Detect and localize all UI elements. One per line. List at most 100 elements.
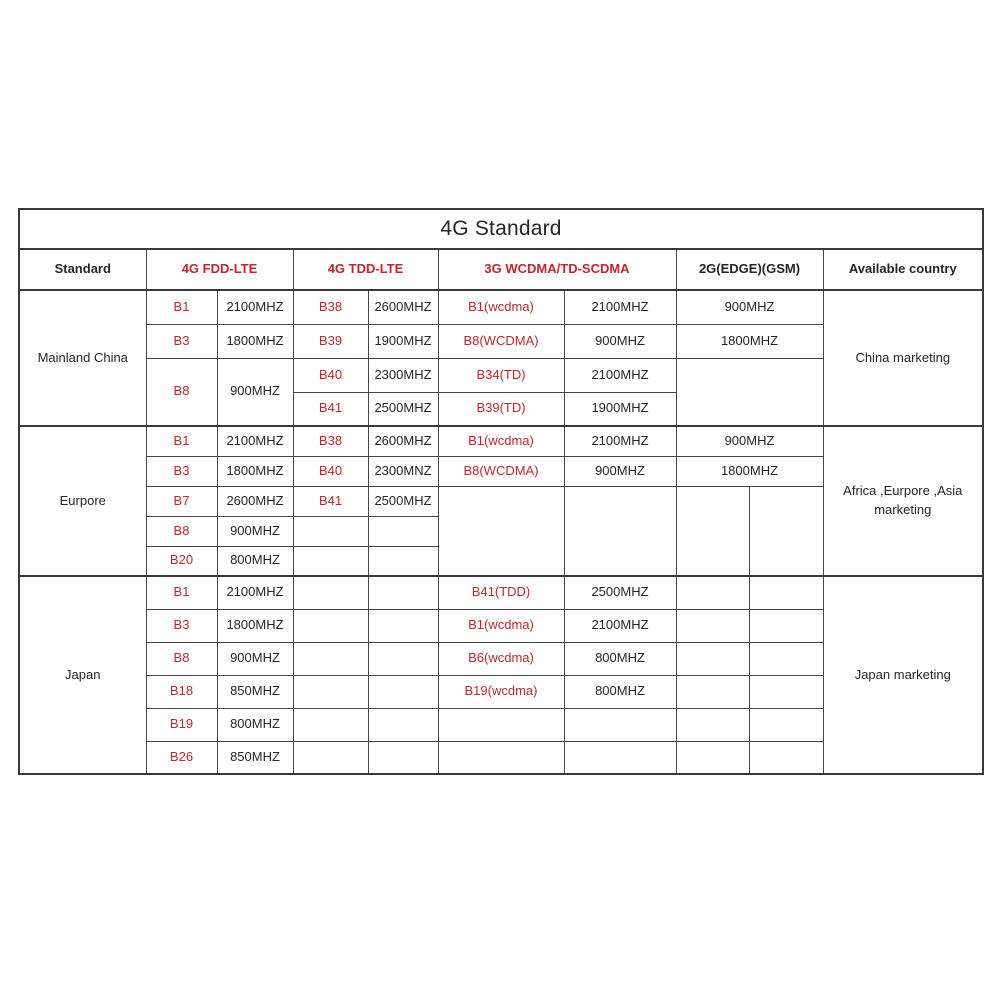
empty-cell	[748, 740, 824, 775]
2g-freq-cell: 1800MHZ	[675, 455, 824, 487]
fdd-band-cell: B3	[145, 323, 218, 359]
marketing-cell: Africa ,Eurpore ,Asia marketing	[822, 425, 984, 577]
tdd-band-cell: B40	[292, 455, 369, 487]
tdd-band-cell: B41	[292, 485, 369, 517]
fdd-band-cell: B3	[145, 608, 218, 643]
col-header-2g: 2G(EDGE)(GSM)	[675, 248, 824, 291]
wcdma-band-cell: B39(TD)	[437, 391, 565, 427]
wcdma-freq-cell: 2100MHZ	[563, 289, 677, 325]
empty-cell	[437, 707, 565, 742]
wcdma-band-cell: B8(WCDMA)	[437, 323, 565, 359]
empty-cell	[748, 641, 824, 676]
fdd-freq-cell: 2100MHZ	[216, 575, 294, 610]
empty-cell	[437, 740, 565, 775]
empty-cell	[748, 707, 824, 742]
fdd-band-cell: B1	[145, 425, 218, 457]
tdd-freq-cell: 2500MHZ	[367, 485, 439, 517]
fdd-band-cell: B19	[145, 707, 218, 742]
fdd-freq-cell: 850MHZ	[216, 740, 294, 775]
wcdma-freq-cell: 800MHZ	[563, 674, 677, 709]
empty-cell	[675, 674, 750, 709]
wcdma-band-cell: B6(wcdma)	[437, 641, 565, 676]
fdd-band-cell: B1	[145, 575, 218, 610]
2g-freq-cell: 1800MHZ	[675, 323, 824, 359]
table-title: 4G Standard	[18, 208, 984, 250]
wcdma-band-cell: B41(TDD)	[437, 575, 565, 610]
fdd-band-cell: B8	[145, 641, 218, 676]
wcdma-band-cell: B1(wcdma)	[437, 608, 565, 643]
wcdma-freq-cell: 2100MHZ	[563, 357, 677, 393]
band-spec-table: 4G Standard Standard 4G FDD-LTE 4G TDD-L…	[18, 208, 985, 775]
empty-cell	[367, 608, 439, 643]
fdd-freq-cell: 1800MHZ	[216, 608, 294, 643]
fdd-band-cell: B8	[145, 357, 218, 427]
region-cell: Eurpore	[18, 425, 147, 577]
fdd-band-cell: B1	[145, 289, 218, 325]
fdd-band-cell: B3	[145, 455, 218, 487]
wcdma-freq-cell: 900MHZ	[563, 323, 677, 359]
fdd-band-cell: B7	[145, 485, 218, 517]
tdd-freq-cell: 2600MHZ	[367, 425, 439, 457]
wcdma-freq-cell: 800MHZ	[563, 641, 677, 676]
empty-cell	[367, 641, 439, 676]
tdd-freq-cell: 1900MHZ	[367, 323, 439, 359]
empty-cell	[292, 740, 369, 775]
empty-cell	[675, 485, 750, 577]
empty-cell	[675, 641, 750, 676]
wcdma-band-cell: B19(wcdma)	[437, 674, 565, 709]
tdd-band-cell: B41	[292, 391, 369, 427]
tdd-band-cell: B40	[292, 357, 369, 393]
empty-cell	[563, 740, 677, 775]
empty-cell	[748, 674, 824, 709]
empty-cell	[675, 357, 824, 427]
empty-cell	[748, 608, 824, 643]
empty-cell	[367, 740, 439, 775]
fdd-freq-cell: 800MHZ	[216, 545, 294, 577]
tdd-freq-cell: 2600MHZ	[367, 289, 439, 325]
fdd-freq-cell: 2100MHZ	[216, 425, 294, 457]
region-cell: Japan	[18, 575, 147, 775]
empty-cell	[367, 707, 439, 742]
empty-cell	[367, 674, 439, 709]
empty-cell	[748, 575, 824, 610]
fdd-freq-cell: 900MHZ	[216, 641, 294, 676]
empty-cell	[367, 575, 439, 610]
wcdma-freq-cell: 2100MHZ	[563, 425, 677, 457]
marketing-cell: China marketing	[822, 289, 984, 427]
fdd-freq-cell: 1800MHZ	[216, 455, 294, 487]
empty-cell	[563, 485, 677, 577]
tdd-freq-cell: 2300MNZ	[367, 455, 439, 487]
wcdma-band-cell: B8(WCDMA)	[437, 455, 565, 487]
fdd-band-cell: B26	[145, 740, 218, 775]
empty-cell	[292, 545, 369, 577]
empty-cell	[292, 515, 369, 547]
empty-cell	[292, 575, 369, 610]
2g-freq-cell: 900MHZ	[675, 289, 824, 325]
fdd-band-cell: B8	[145, 515, 218, 547]
fdd-band-cell: B18	[145, 674, 218, 709]
empty-cell	[675, 740, 750, 775]
empty-cell	[292, 707, 369, 742]
empty-cell	[675, 707, 750, 742]
empty-cell	[292, 674, 369, 709]
tdd-band-cell: B38	[292, 289, 369, 325]
fdd-freq-cell: 2600MHZ	[216, 485, 294, 517]
empty-cell	[675, 608, 750, 643]
col-header-country: Available country	[822, 248, 984, 291]
tdd-band-cell: B38	[292, 425, 369, 457]
fdd-freq-cell: 1800MHZ	[216, 323, 294, 359]
empty-cell	[675, 575, 750, 610]
col-header-standard: Standard	[18, 248, 147, 291]
wcdma-freq-cell: 2100MHZ	[563, 608, 677, 643]
2g-freq-cell: 900MHZ	[675, 425, 824, 457]
region-cell: Mainland China	[18, 289, 147, 427]
fdd-freq-cell: 900MHZ	[216, 357, 294, 427]
col-header-fdd-lte: 4G FDD-LTE	[145, 248, 294, 291]
marketing-cell: Japan marketing	[822, 575, 984, 775]
fdd-freq-cell: 800MHZ	[216, 707, 294, 742]
tdd-band-cell: B39	[292, 323, 369, 359]
empty-cell	[748, 485, 824, 577]
empty-cell	[563, 707, 677, 742]
wcdma-band-cell: B1(wcdma)	[437, 425, 565, 457]
fdd-freq-cell: 900MHZ	[216, 515, 294, 547]
